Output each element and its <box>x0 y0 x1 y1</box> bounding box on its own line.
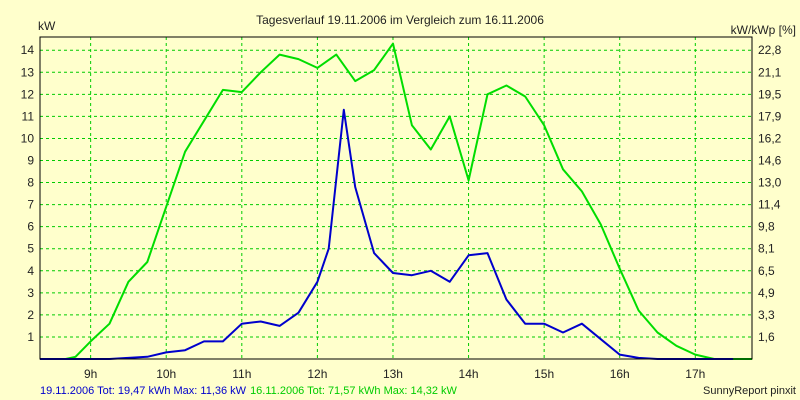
x-tick-label: 17h <box>685 367 705 381</box>
x-tick-label: 12h <box>307 367 327 381</box>
x-tick-label: 10h <box>156 367 176 381</box>
y-tick-label-right: 11,4 <box>758 198 781 212</box>
x-tick-label: 16h <box>610 367 630 381</box>
y-tick-label-left: 12 <box>21 87 35 101</box>
chart-title: Tagesverlauf 19.11.2006 im Vergleich zum… <box>256 13 544 27</box>
x-tick-label: 11h <box>232 367 251 381</box>
y-tick-label-left: 6 <box>27 220 34 234</box>
series-line-16-11-2006 <box>40 42 752 360</box>
y-tick-label-left: 9 <box>27 154 34 168</box>
y-tick-label-right: 6,5 <box>758 264 775 278</box>
y-tick-label-left: 1 <box>27 330 34 344</box>
x-tick-label: 9h <box>84 367 97 381</box>
x-tick-label: 14h <box>459 367 479 381</box>
x-tick-label: 13h <box>383 367 403 381</box>
y-tick-label-right: 3,3 <box>758 308 775 322</box>
y-tick-label-right: 19,5 <box>758 87 782 101</box>
y-tick-label-right: 4,9 <box>758 286 775 300</box>
plot-frame <box>39 36 753 360</box>
y-tick-label-right: 17,9 <box>758 109 782 123</box>
tick-labels: 9h 10h 11h 12h 13h 14h 15h 16h 17h 1 1,6 2 3,3 3 4,9 4 6… <box>21 43 782 381</box>
y-tick-label-left: 11 <box>22 109 35 123</box>
legend-series-19-text: 19.11.2006 Tot: 19,47 kWh Max: 11,36 kW <box>40 385 247 397</box>
y-tick-label-right: 13,0 <box>758 176 782 190</box>
y-tick-label-left: 4 <box>27 264 34 278</box>
y-axis-label-left: kW <box>38 19 56 33</box>
y-tick-label-right: 22,8 <box>758 43 782 57</box>
y-tick-label-left: 13 <box>21 65 35 79</box>
y-tick-label-left: 3 <box>27 286 34 300</box>
y-tick-label-left: 8 <box>27 176 34 190</box>
report-credit: SunnyReport pinxit <box>703 385 796 397</box>
y-tick-label-right: 1,6 <box>758 330 775 344</box>
y-tick-label-right: 16,2 <box>758 131 782 145</box>
grid-lines <box>40 37 752 359</box>
x-tick-label: 15h <box>534 367 554 381</box>
y-tick-label-left: 14 <box>21 43 35 57</box>
legend-series-16-text: 16.11.2006 Tot: 71,57 kWh Max: 14,32 kW <box>250 385 457 397</box>
series-line-19-11-2006 <box>40 108 734 360</box>
y-axis-label-right: kW/kWp [%] <box>731 23 796 37</box>
y-tick-label-right: 14,6 <box>758 154 782 168</box>
y-tick-label-right: 21,1 <box>758 65 782 79</box>
y-tick-label-right: 8,1 <box>758 242 775 256</box>
y-tick-label-left: 5 <box>27 242 34 256</box>
y-tick-label-right: 9,8 <box>758 220 775 234</box>
y-tick-label-left: 10 <box>21 131 35 145</box>
legend-series-19: 19.11.2006 Tot: 19,47 kWh Max: 11,36 kW 1… <box>40 385 458 397</box>
series-lines <box>40 42 752 360</box>
y-tick-label-left: 7 <box>27 198 34 212</box>
y-tick-label-left: 2 <box>27 308 34 322</box>
